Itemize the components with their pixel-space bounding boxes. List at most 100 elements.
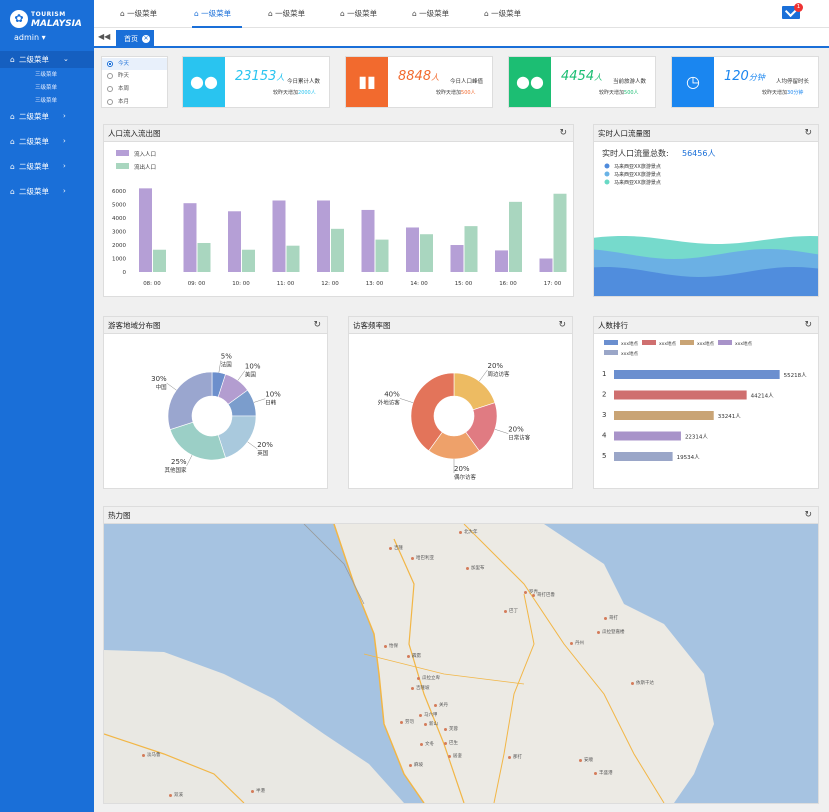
tab-home[interactable]: 首页 ✕ [116, 30, 154, 48]
top-menu-item-3[interactable]: ⌂ 一级菜单 [268, 9, 306, 18]
map-marker[interactable] [434, 704, 437, 707]
top-menu-item-4[interactable]: ⌂ 一级菜单 [340, 9, 378, 18]
slice-name: 英国 [257, 449, 269, 457]
map-marker[interactable] [251, 790, 254, 793]
sidebar-subitem-1[interactable]: 三级菜单 [35, 72, 58, 78]
legend-swatch [604, 350, 618, 355]
sidebar-item-5[interactable]: ⌂ 二级菜单 › [0, 183, 94, 200]
refresh-icon[interactable]: ↻ [804, 128, 812, 138]
sidebar-subitem-3[interactable]: 三级菜单 [35, 98, 58, 104]
slice-percent: 25% [171, 458, 187, 466]
map-marker[interactable] [504, 610, 507, 613]
map-marker[interactable] [407, 655, 410, 658]
home-icon: ⌂ [10, 112, 15, 121]
stat-label: 今日累计人数 [287, 79, 321, 85]
slice-leader [399, 398, 414, 403]
slice-name: 美国 [245, 371, 257, 379]
x-tick-label: 08: 00 [143, 281, 161, 287]
slice-leader [218, 360, 221, 373]
map-marker[interactable] [389, 547, 392, 550]
map-marker[interactable] [508, 756, 511, 759]
date-option-month[interactable]: 本月 [102, 96, 167, 108]
legend-label: 马来西亚XX旅游景点 [614, 163, 661, 170]
user-menu[interactable]: admin ▾ [14, 33, 46, 42]
refresh-icon[interactable]: ↻ [313, 320, 321, 330]
map-city-label: 吉隆 [394, 546, 403, 551]
map-marker[interactable] [420, 743, 423, 746]
sidebar-item-1[interactable]: ⌂ 二级菜单 ⌄ [0, 51, 94, 68]
map-marker[interactable] [400, 721, 403, 724]
sidebar-item-2[interactable]: ⌂ 二级菜单 › [0, 108, 94, 125]
map-marker[interactable] [594, 772, 597, 775]
slice-name: 日韩 [265, 399, 277, 407]
y-tick-label: 3000 [112, 230, 126, 236]
refresh-icon[interactable]: ↻ [558, 320, 566, 330]
total-value: 56456人 [682, 149, 715, 158]
legend-label: 流入人口 [134, 150, 156, 158]
close-icon[interactable]: ✕ [142, 35, 150, 43]
top-menu-item-1[interactable]: ⌂ 一级菜单 [120, 9, 158, 18]
map-marker[interactable] [169, 794, 172, 797]
home-icon: ⌂ [194, 9, 202, 18]
map-marker[interactable] [466, 567, 469, 570]
map-marker[interactable] [570, 642, 573, 645]
date-option-yesterday[interactable]: 昨天 [102, 70, 167, 82]
map-marker[interactable] [448, 755, 451, 758]
map-marker[interactable] [424, 723, 427, 726]
top-menu-item-2[interactable]: ⌂ 一级菜单 [194, 9, 232, 18]
x-tick-label: 12: 00 [321, 281, 339, 287]
map-marker[interactable] [142, 754, 145, 757]
stat-increase: 较昨天增加30分钟 [762, 90, 804, 96]
map-city-label: 安顺 [584, 758, 593, 763]
sidebar-subitem-2[interactable]: 三级菜单 [35, 85, 58, 91]
refresh-icon[interactable]: ↻ [804, 510, 812, 520]
refresh-icon[interactable]: ↻ [559, 128, 567, 138]
map-city-label: 罗弄 [529, 590, 538, 595]
date-filter: 今天 昨天 本周 本月 [101, 56, 168, 108]
sidebar-item-3[interactable]: ⌂ 二级菜单 › [0, 133, 94, 150]
map-marker[interactable] [604, 617, 607, 620]
top-menu-item-6[interactable]: ⌂ 一级菜单 [484, 9, 522, 18]
map-city-label: 关丹 [439, 703, 448, 708]
map-canvas[interactable] [104, 524, 818, 803]
map-marker[interactable] [417, 677, 420, 680]
map-marker[interactable] [459, 531, 462, 534]
map-marker[interactable] [597, 631, 600, 634]
top-menu-item-5[interactable]: ⌂ 一级菜单 [412, 9, 450, 18]
refresh-icon[interactable]: ↻ [804, 320, 812, 330]
map-city-label: 依斯干达 [636, 681, 654, 686]
bar [375, 239, 389, 272]
map-marker[interactable] [384, 645, 387, 648]
date-option-today[interactable]: 今天 [102, 58, 167, 70]
collapse-icon[interactable]: ◀◀ [98, 32, 111, 41]
map-city-label: 怡保 [389, 644, 398, 649]
map-marker[interactable] [444, 742, 447, 745]
legend-swatch [604, 340, 618, 345]
map-marker[interactable] [411, 557, 414, 560]
y-tick-label: 1000 [112, 257, 126, 263]
slice-leader [494, 429, 509, 434]
pie-slice [453, 372, 496, 411]
map-marker[interactable] [419, 714, 422, 717]
map-city-label: 霹雳 [412, 654, 421, 659]
map-marker[interactable] [631, 682, 634, 685]
active-menu-indicator [192, 26, 242, 28]
map-marker[interactable] [444, 728, 447, 731]
panel-header: 人口流入流出图 ↻ [104, 125, 573, 142]
map-marker[interactable] [579, 759, 582, 762]
map-city-label: 那打 [513, 755, 522, 760]
map-marker[interactable] [532, 594, 535, 597]
bar [197, 242, 211, 272]
x-tick-label: 13: 00 [366, 281, 384, 287]
date-option-week[interactable]: 本周 [102, 83, 167, 95]
bar [183, 203, 197, 272]
stat-card-total: ●● 23153人 今日累计人数 较昨天增加2000人 [182, 56, 330, 108]
map-marker[interactable] [411, 687, 414, 690]
panel-header: 实时人口流量图 ↻ [594, 125, 818, 142]
y-tick-label: 6000 [112, 189, 126, 195]
map-marker[interactable] [524, 591, 527, 594]
bar [361, 209, 375, 272]
map-marker[interactable] [409, 764, 412, 767]
sidebar-item-4[interactable]: ⌂ 二级菜单 › [0, 158, 94, 175]
